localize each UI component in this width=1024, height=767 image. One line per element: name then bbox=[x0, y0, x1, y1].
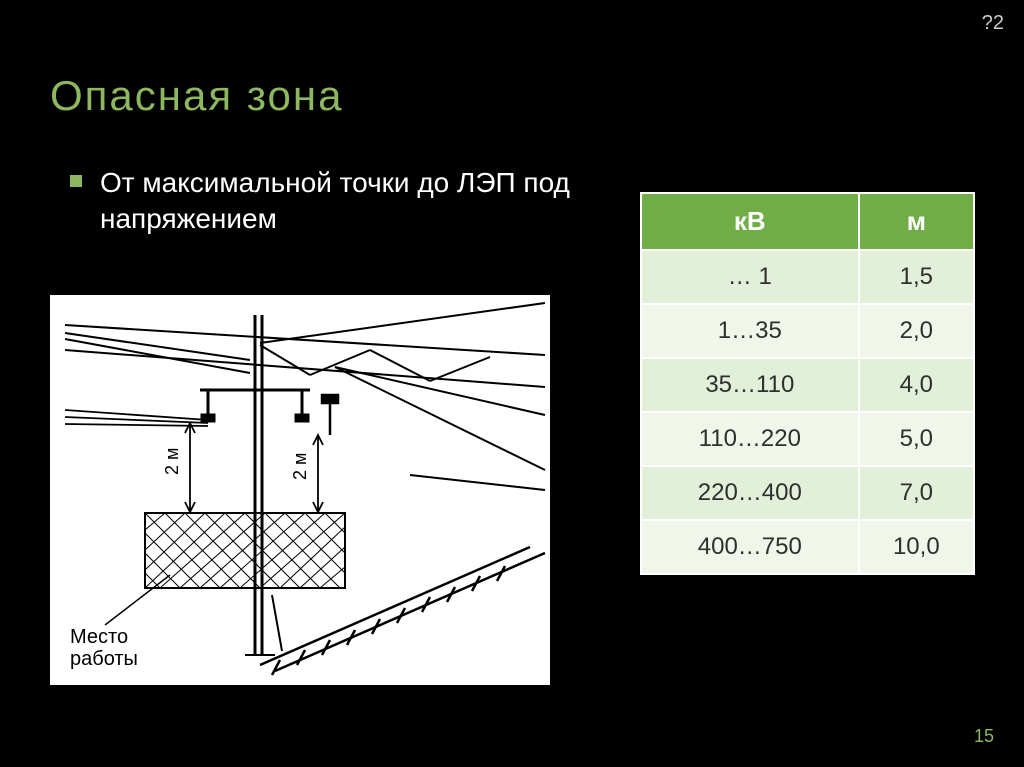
voltage-distance-table: кВ м … 1 1,5 1…35 2,0 35…110 4,0 110…220… bbox=[640, 192, 975, 575]
table-row: 35…110 4,0 bbox=[641, 358, 974, 412]
power-line-diagram: 2 м 2 м bbox=[50, 295, 550, 685]
col-header-m: м bbox=[859, 193, 974, 250]
diagram-svg: 2 м 2 м bbox=[50, 295, 550, 685]
table-row: 1…35 2,0 bbox=[641, 304, 974, 358]
slide-title: Опасная зона bbox=[50, 72, 343, 120]
table-row: 110…220 5,0 bbox=[641, 412, 974, 466]
page-marker: ?2 bbox=[982, 12, 1004, 35]
table-row: 220…400 7,0 bbox=[641, 466, 974, 520]
table-row: … 1 1,5 bbox=[641, 250, 974, 304]
diagram-caption-line1: Место bbox=[70, 626, 128, 648]
col-header-kv: кВ bbox=[641, 193, 859, 250]
bullet-icon bbox=[70, 175, 82, 187]
bullet-item: От максимальной точки до ЛЭП под напряже… bbox=[70, 165, 570, 238]
diagram-caption-line2: работы bbox=[70, 648, 138, 670]
dim-label-1: 2 м bbox=[162, 448, 182, 475]
dim-label-2: 2 м bbox=[290, 453, 310, 480]
slide-number: 15 bbox=[974, 726, 994, 747]
bullet-text: От максимальной точки до ЛЭП под напряже… bbox=[100, 165, 570, 238]
table-row: 400…750 10,0 bbox=[641, 520, 974, 574]
